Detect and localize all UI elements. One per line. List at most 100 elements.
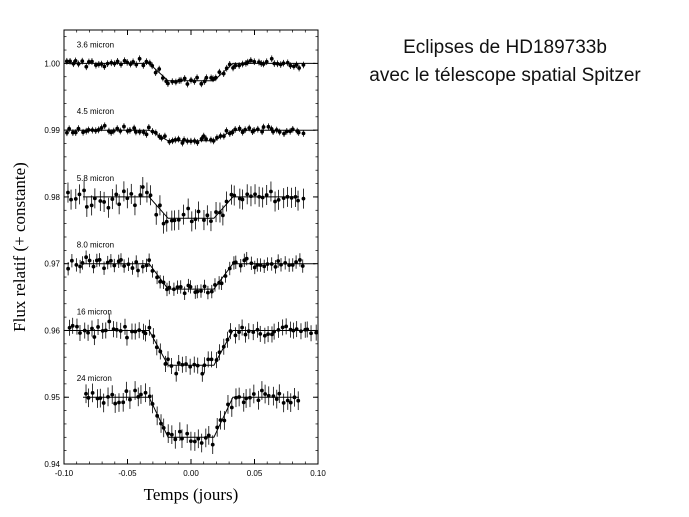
data-point [281, 196, 286, 201]
slide-title-line-1: Eclipses de HD189733b [403, 37, 607, 58]
data-point [102, 123, 107, 128]
data-point [249, 194, 253, 199]
data-point [206, 290, 210, 295]
data-point [284, 129, 289, 134]
data-point [292, 395, 297, 400]
data-point [117, 202, 122, 207]
data-point [218, 210, 222, 215]
data-point [246, 329, 251, 334]
data-point [221, 344, 226, 349]
data-point [167, 285, 172, 290]
data-point [90, 390, 95, 395]
data-point [124, 389, 129, 394]
data-point [134, 260, 139, 264]
data-point [244, 396, 248, 401]
data-point [255, 327, 260, 332]
data-point [140, 264, 145, 269]
data-point [180, 362, 185, 367]
data-point [154, 212, 159, 217]
data-point [305, 327, 310, 332]
data-point [228, 329, 233, 334]
data-point [92, 335, 97, 339]
data-point [293, 195, 298, 199]
data-point [64, 59, 69, 64]
data-point [175, 285, 180, 290]
data-point [248, 58, 253, 63]
data-point [279, 262, 283, 267]
data-point [70, 323, 75, 328]
data-point [237, 63, 242, 68]
data-point [277, 130, 282, 134]
data-point [265, 262, 270, 266]
data-point [240, 197, 245, 202]
data-point [244, 256, 249, 261]
x-tick-label: 0.00 [183, 469, 199, 478]
data-point [87, 258, 92, 263]
data-point [199, 289, 203, 293]
data-point [162, 134, 167, 138]
data-point [288, 400, 293, 405]
data-point [253, 192, 257, 197]
data-point [210, 442, 215, 447]
data-point [176, 361, 181, 365]
data-point [263, 392, 268, 396]
data-point [159, 136, 164, 140]
data-point [238, 263, 243, 268]
data-point [153, 70, 158, 75]
data-point [185, 82, 190, 86]
data-point [106, 205, 111, 210]
series-label-5: 16 micron [77, 307, 112, 316]
data-point [248, 395, 252, 400]
data-point [264, 193, 269, 197]
data-point [189, 78, 193, 83]
data-point [122, 124, 126, 129]
data-point [232, 193, 237, 198]
data-point [288, 129, 293, 134]
data-point [301, 196, 306, 201]
data-point [78, 331, 82, 335]
data-point [86, 60, 91, 64]
data-point [285, 194, 290, 199]
series-label-6: 24 micron [77, 374, 112, 383]
data-point [174, 371, 179, 376]
data-point [108, 258, 113, 263]
data-point [155, 275, 159, 280]
data-point [217, 70, 222, 75]
data-point [68, 59, 72, 64]
data-point [95, 396, 100, 401]
data-point [192, 79, 197, 84]
y-tick-label: 0.95 [44, 393, 60, 402]
data-point [98, 396, 103, 401]
data-point [245, 60, 250, 65]
data-point [231, 65, 235, 70]
data-point [176, 137, 181, 141]
data-point [71, 61, 76, 66]
data-point [277, 391, 282, 396]
data-point [261, 125, 266, 129]
data-point [229, 405, 234, 410]
data-point [170, 79, 175, 84]
data-point [146, 125, 151, 130]
data-point [151, 334, 156, 339]
data-point [234, 395, 238, 400]
y-tick-label: 0.98 [44, 193, 60, 202]
data-point [189, 139, 193, 144]
data-point [189, 219, 194, 224]
data-point [224, 199, 229, 204]
data-point [184, 362, 188, 366]
data-point [202, 79, 207, 84]
data-point [132, 126, 137, 130]
data-point [255, 127, 260, 132]
data-point [224, 66, 229, 71]
data-point [164, 219, 169, 224]
data-point [281, 61, 286, 66]
data-point [99, 125, 104, 130]
data-point [84, 255, 89, 260]
data-point [213, 75, 218, 80]
data-point [150, 269, 155, 273]
data-point [92, 196, 97, 201]
data-point [150, 63, 155, 68]
y-axis-label: Flux relatif (+ constante) [10, 162, 29, 332]
data-point [158, 349, 163, 354]
